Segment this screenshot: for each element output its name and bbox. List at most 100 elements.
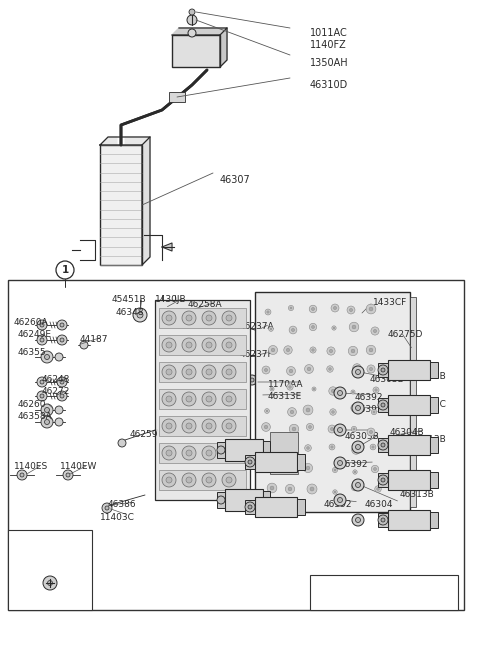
Circle shape [56,261,74,279]
Circle shape [206,369,212,375]
Circle shape [55,353,63,361]
Text: 46313D: 46313D [258,462,293,471]
Circle shape [331,446,333,448]
Circle shape [289,326,297,334]
Circle shape [250,378,254,382]
Circle shape [292,427,296,431]
Bar [159,470,246,490]
Circle shape [66,473,70,477]
Text: 1140EM: 1140EM [18,545,54,554]
Circle shape [41,351,53,363]
Circle shape [334,307,336,310]
Circle shape [166,315,172,321]
Circle shape [353,428,355,430]
Text: 46275D: 46275D [388,330,423,339]
Text: 46392: 46392 [324,500,352,509]
Bar [430,512,438,528]
Circle shape [352,325,356,329]
Text: 46307: 46307 [220,175,251,185]
Bar [378,513,388,527]
Circle shape [40,323,44,327]
Circle shape [202,365,216,379]
Circle shape [182,473,196,487]
Circle shape [307,447,309,449]
Circle shape [45,355,49,359]
Bar [159,389,246,409]
Circle shape [162,365,176,379]
Circle shape [222,338,236,352]
Circle shape [206,477,212,483]
Bar [255,452,297,472]
Circle shape [334,457,346,469]
Circle shape [186,450,192,456]
Circle shape [57,335,67,345]
Circle shape [186,396,192,402]
Circle shape [353,470,357,474]
Circle shape [327,347,335,355]
Circle shape [366,345,376,355]
Bar [430,437,438,453]
Text: 46393A: 46393A [355,405,390,414]
Circle shape [182,365,196,379]
Text: 1140ES: 1140ES [14,462,48,471]
Circle shape [45,419,49,424]
Circle shape [352,391,354,393]
Circle shape [337,460,343,465]
Text: 1140HG: 1140HG [12,544,48,553]
Circle shape [166,477,172,483]
Circle shape [356,406,360,411]
Circle shape [182,311,196,325]
Circle shape [331,304,339,312]
Circle shape [333,490,337,494]
Circle shape [353,406,357,409]
Circle shape [188,29,196,37]
Bar [388,395,430,415]
Bar [310,575,458,610]
Circle shape [309,305,317,312]
Bar [225,489,263,511]
Circle shape [162,338,176,352]
Circle shape [352,402,364,414]
Circle shape [133,308,147,322]
Bar [245,455,255,469]
Circle shape [186,477,192,483]
Circle shape [245,502,255,512]
Circle shape [55,418,63,426]
Circle shape [351,483,359,491]
Circle shape [378,400,388,410]
Circle shape [378,440,388,450]
Circle shape [248,505,252,509]
Text: 46260: 46260 [18,400,47,409]
Bar [255,497,297,517]
Text: 1433CF: 1433CF [373,298,407,307]
Circle shape [270,328,272,330]
Circle shape [37,320,47,330]
Circle shape [355,367,359,370]
Circle shape [378,475,388,485]
Circle shape [351,390,355,394]
Circle shape [57,377,67,387]
Circle shape [310,487,314,491]
Circle shape [226,315,232,321]
Circle shape [349,322,359,332]
Circle shape [312,387,316,391]
Circle shape [166,396,172,402]
Circle shape [41,404,53,416]
Circle shape [287,384,293,390]
Circle shape [378,365,388,375]
Circle shape [285,484,295,493]
Text: 46304B: 46304B [390,428,425,437]
Bar [217,442,225,458]
Circle shape [166,342,172,348]
Bar [8,280,464,610]
Circle shape [189,9,195,15]
Circle shape [329,350,333,353]
Circle shape [202,392,216,406]
Text: 46313B: 46313B [400,522,435,531]
Circle shape [305,445,312,451]
Circle shape [306,466,310,470]
Circle shape [334,387,346,399]
Text: 1140EW: 1140EW [60,462,97,471]
Circle shape [290,307,292,309]
Circle shape [329,444,335,450]
